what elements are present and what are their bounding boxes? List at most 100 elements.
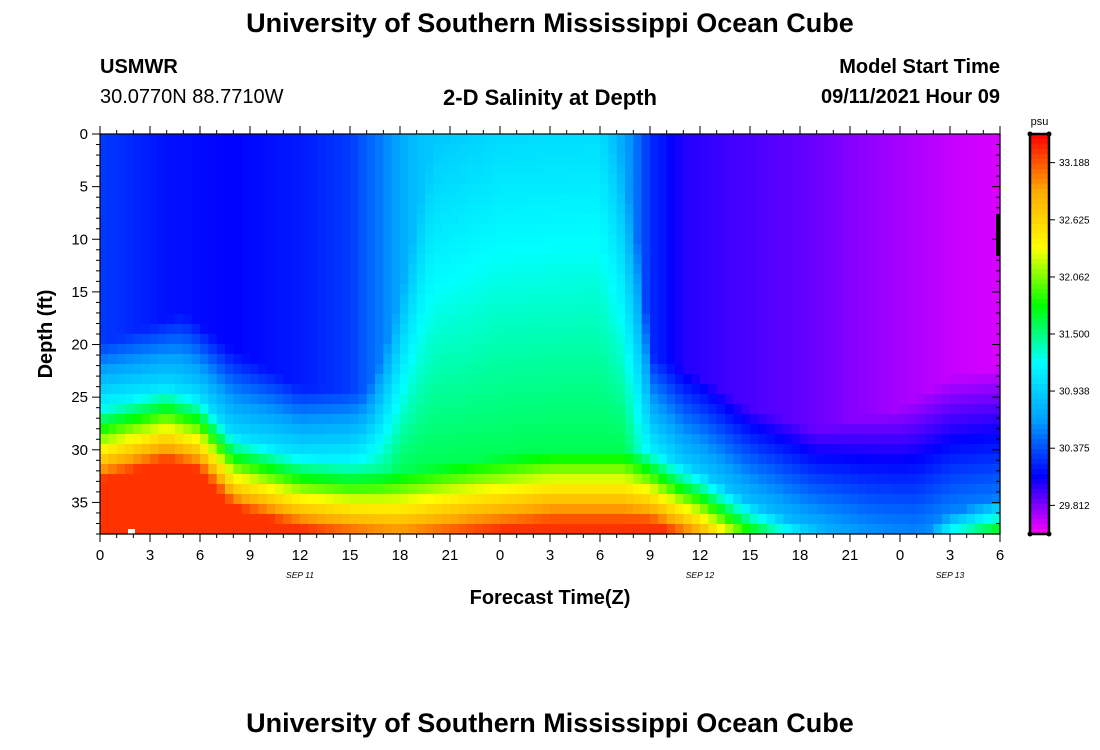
heatmap-cell bbox=[408, 384, 418, 395]
heatmap-cell bbox=[916, 164, 926, 175]
heatmap-cell bbox=[750, 214, 759, 225]
heatmap-cell bbox=[916, 244, 926, 255]
heatmap-cell bbox=[458, 174, 468, 185]
heatmap-cell bbox=[566, 324, 576, 335]
heatmap-cell bbox=[233, 314, 243, 325]
heatmap-cell bbox=[191, 154, 201, 165]
heatmap-cell bbox=[266, 134, 276, 145]
heatmap-cell bbox=[433, 424, 443, 435]
heatmap-cell bbox=[400, 444, 409, 455]
heatmap-cell bbox=[541, 484, 551, 495]
heatmap-cell bbox=[625, 484, 634, 495]
heatmap-cell bbox=[825, 264, 834, 275]
heatmap-cell bbox=[925, 484, 934, 495]
heatmap-cell bbox=[333, 474, 343, 485]
heatmap-cell bbox=[816, 134, 826, 145]
heatmap-cell bbox=[116, 494, 126, 505]
heatmap-cell bbox=[391, 384, 401, 395]
heatmap-cell bbox=[208, 474, 218, 485]
heatmap-cell bbox=[883, 324, 893, 335]
heatmap-cell bbox=[266, 464, 276, 475]
colorbar-band bbox=[1030, 519, 1049, 525]
heatmap-cell bbox=[325, 374, 334, 385]
heatmap-cell bbox=[683, 134, 693, 145]
heatmap-cell bbox=[108, 334, 118, 345]
heatmap-cell bbox=[908, 234, 918, 245]
heatmap-cell bbox=[291, 204, 301, 215]
heatmap-cell bbox=[983, 244, 993, 255]
heatmap-cell bbox=[908, 204, 918, 215]
heatmap-cell bbox=[191, 194, 201, 205]
heatmap-cell bbox=[725, 204, 734, 215]
heatmap-cell bbox=[925, 294, 934, 305]
heatmap-cell bbox=[816, 354, 826, 365]
heatmap-cell bbox=[550, 434, 559, 445]
heatmap-cell bbox=[866, 304, 876, 315]
heatmap-cell bbox=[550, 214, 559, 225]
heatmap-cell bbox=[475, 434, 484, 445]
x-tick-label: 21 bbox=[442, 547, 459, 564]
heatmap-cell bbox=[150, 294, 159, 305]
heatmap-cell bbox=[400, 204, 409, 215]
heatmap-cell bbox=[908, 304, 918, 315]
heatmap-cell bbox=[166, 264, 176, 275]
heatmap-cell bbox=[675, 274, 684, 285]
heatmap-cell bbox=[283, 164, 293, 175]
heatmap-cell bbox=[258, 274, 268, 285]
heatmap-cell bbox=[666, 504, 676, 515]
heatmap-cell bbox=[175, 324, 184, 335]
heatmap-cell bbox=[925, 444, 934, 455]
heatmap-cell bbox=[591, 264, 601, 275]
heatmap-cell bbox=[108, 434, 118, 445]
heatmap-cell bbox=[866, 444, 876, 455]
heatmap-cell bbox=[125, 174, 134, 185]
heatmap-cell bbox=[441, 394, 451, 405]
heatmap-cell bbox=[200, 454, 209, 465]
heatmap-cell bbox=[575, 484, 584, 495]
heatmap-cell bbox=[375, 264, 384, 275]
heatmap-cell bbox=[383, 364, 393, 375]
heatmap-cell bbox=[733, 214, 743, 225]
heatmap-cell bbox=[991, 394, 1001, 405]
heatmap-cell bbox=[566, 514, 576, 525]
heatmap-cell bbox=[483, 514, 493, 525]
heatmap-cell bbox=[925, 424, 934, 435]
heatmap-cell bbox=[483, 444, 493, 455]
heatmap-cell bbox=[366, 374, 376, 385]
heatmap-cell bbox=[625, 424, 634, 435]
heatmap-cell bbox=[133, 274, 143, 285]
heatmap-cell bbox=[941, 514, 951, 525]
heatmap-cell bbox=[908, 214, 918, 225]
heatmap-cell bbox=[625, 324, 634, 335]
heatmap-cell bbox=[166, 144, 176, 155]
heatmap-cell bbox=[375, 524, 384, 535]
heatmap-cell bbox=[958, 164, 968, 175]
heatmap-cell bbox=[216, 174, 226, 185]
heatmap-cell bbox=[116, 184, 126, 195]
heatmap-cell bbox=[775, 514, 784, 525]
missing-data-marker bbox=[128, 529, 135, 534]
heatmap-cell bbox=[575, 464, 584, 475]
heatmap-cell bbox=[275, 224, 284, 235]
heatmap-cell bbox=[783, 234, 793, 245]
colorbar-corner bbox=[1027, 131, 1033, 137]
heatmap-cell bbox=[683, 324, 693, 335]
heatmap-cell bbox=[441, 304, 451, 315]
heatmap-cell bbox=[800, 424, 809, 435]
heatmap-cell bbox=[933, 384, 943, 395]
heatmap-cell bbox=[750, 464, 759, 475]
heatmap-cell bbox=[833, 464, 843, 475]
heatmap-cell bbox=[733, 244, 743, 255]
heatmap-cell bbox=[825, 304, 834, 315]
heatmap-cell bbox=[158, 384, 168, 395]
heatmap-cell bbox=[758, 484, 768, 495]
heatmap-cell bbox=[341, 364, 351, 375]
heatmap-cell bbox=[325, 264, 334, 275]
heatmap-cell bbox=[866, 214, 876, 225]
heatmap-cell bbox=[141, 224, 151, 235]
heatmap-cell bbox=[666, 464, 676, 475]
heatmap-cell bbox=[425, 504, 434, 515]
heatmap-cell bbox=[375, 234, 384, 245]
heatmap-cell bbox=[625, 384, 634, 395]
heatmap-cell bbox=[225, 154, 234, 165]
